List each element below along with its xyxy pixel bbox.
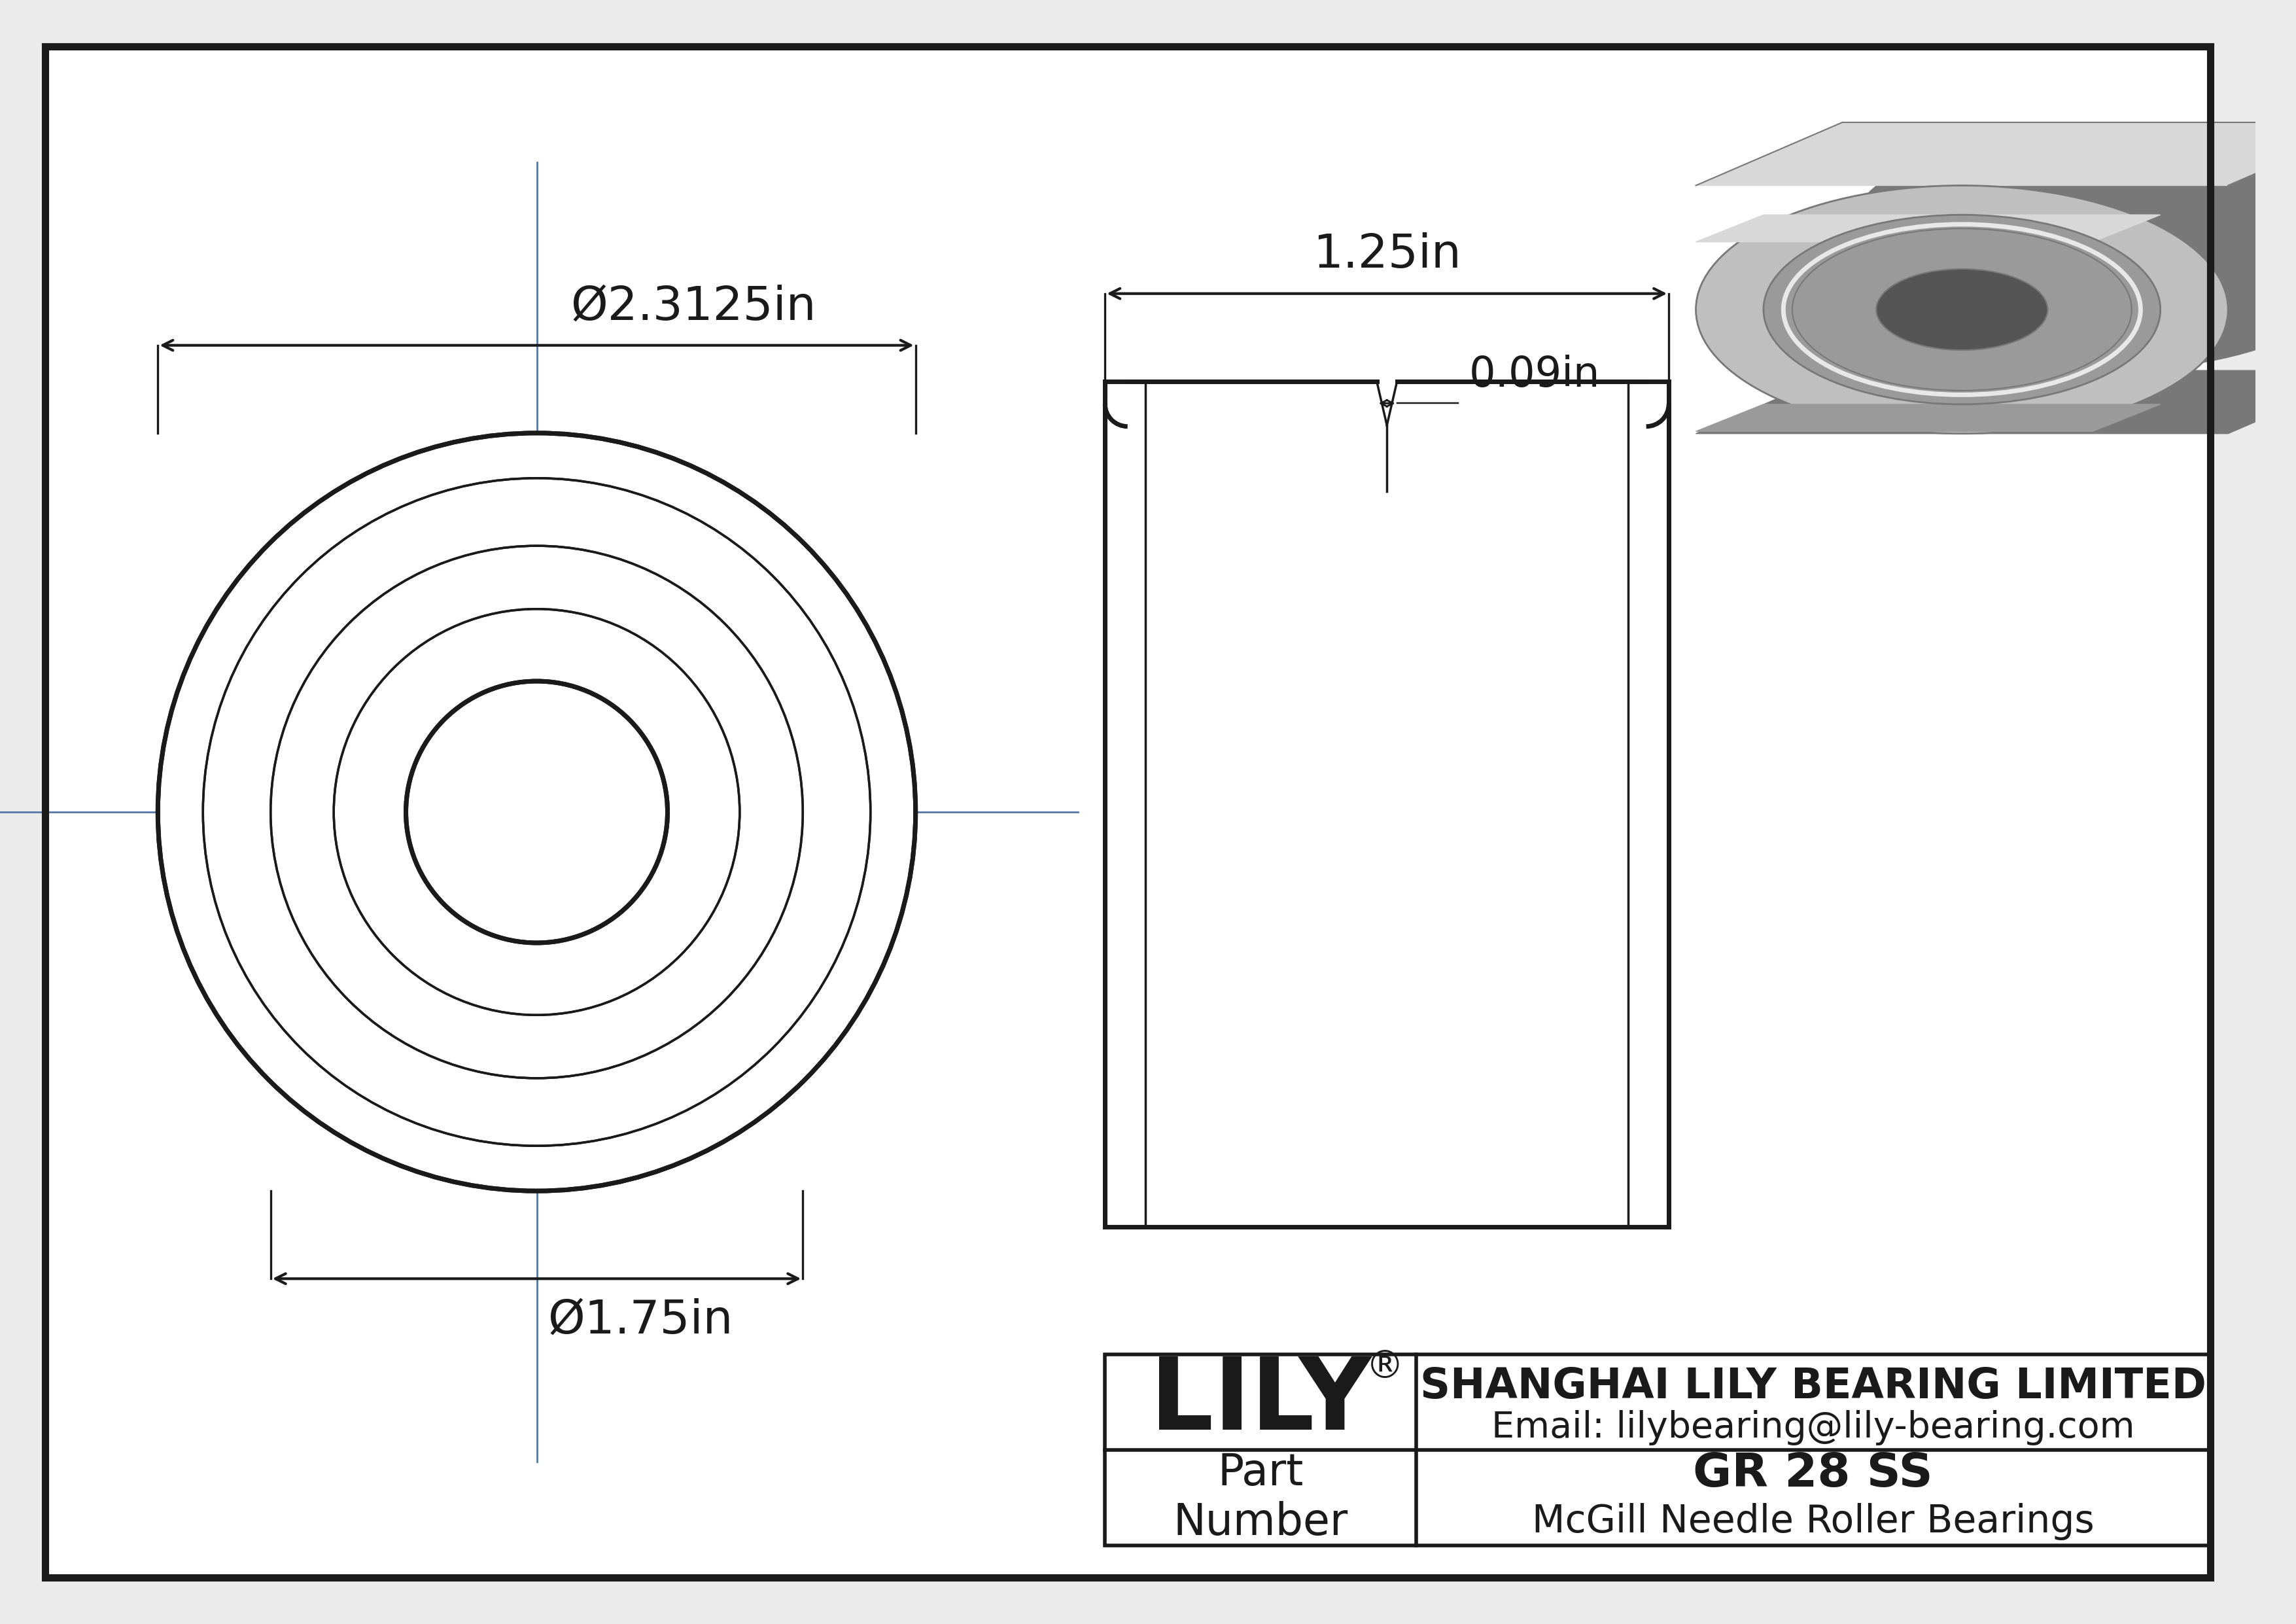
Ellipse shape bbox=[1763, 214, 2161, 404]
Polygon shape bbox=[1697, 370, 2296, 434]
Text: GR 28 SS: GR 28 SS bbox=[1692, 1452, 1933, 1497]
Text: Part
Number: Part Number bbox=[1173, 1452, 1348, 1544]
Text: Email: lilybearing@lily-bearing.com: Email: lilybearing@lily-bearing.com bbox=[1492, 1410, 2135, 1445]
Text: 0.09in: 0.09in bbox=[1469, 354, 1600, 395]
Ellipse shape bbox=[271, 546, 804, 1078]
Ellipse shape bbox=[1876, 270, 2048, 351]
Ellipse shape bbox=[202, 477, 870, 1147]
Text: Ø1.75in: Ø1.75in bbox=[549, 1298, 732, 1343]
Ellipse shape bbox=[333, 609, 739, 1015]
Text: LILY: LILY bbox=[1150, 1353, 1371, 1450]
Text: ®: ® bbox=[1366, 1348, 1403, 1385]
Text: SHANGHAI LILY BEARING LIMITED: SHANGHAI LILY BEARING LIMITED bbox=[1419, 1366, 2206, 1406]
Text: McGill Needle Roller Bearings: McGill Needle Roller Bearings bbox=[1531, 1504, 2094, 1541]
Polygon shape bbox=[1697, 404, 2161, 432]
Bar bbox=[1104, 382, 1669, 1226]
Ellipse shape bbox=[1841, 122, 2296, 370]
Ellipse shape bbox=[1697, 185, 2227, 434]
Text: Ø2.3125in: Ø2.3125in bbox=[569, 284, 815, 330]
Text: 1.25in: 1.25in bbox=[1313, 232, 1460, 278]
Polygon shape bbox=[1697, 214, 2161, 242]
Polygon shape bbox=[1697, 122, 2296, 185]
Ellipse shape bbox=[158, 434, 916, 1190]
Bar bbox=[1104, 1354, 2211, 1546]
Ellipse shape bbox=[406, 680, 668, 944]
Bar bbox=[1104, 1354, 2211, 1546]
